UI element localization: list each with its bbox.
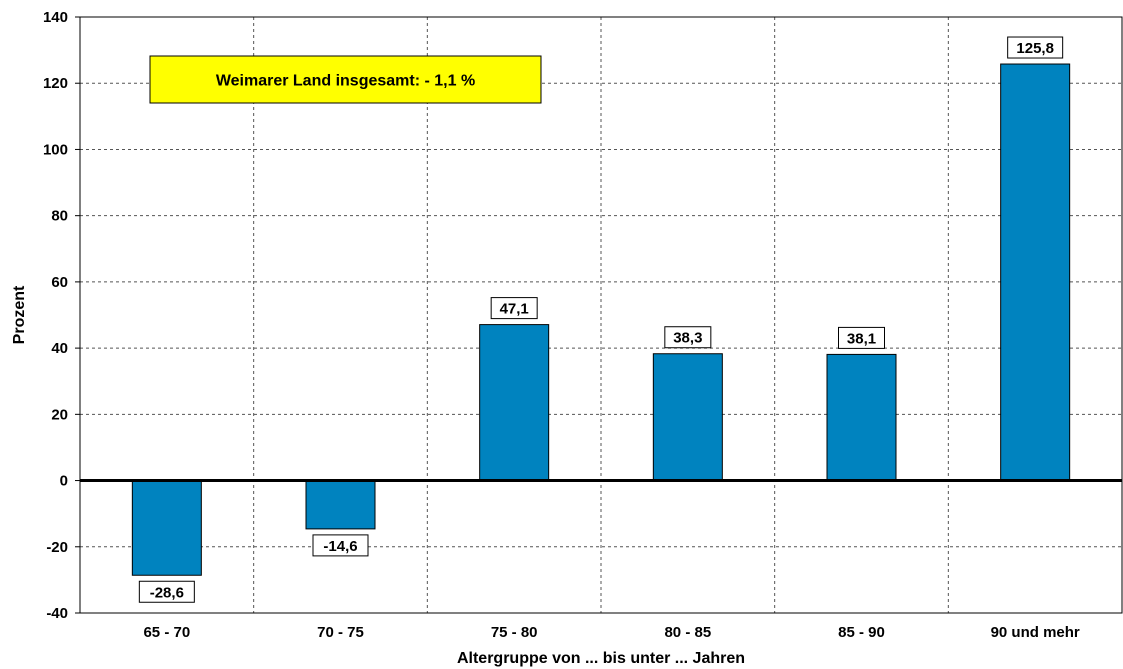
annotation-background bbox=[149, 55, 542, 104]
y-tick-label: 20 bbox=[51, 406, 68, 423]
y-tick-label: -40 bbox=[46, 605, 68, 622]
data-label: 38,1 bbox=[847, 330, 876, 347]
x-tick-label: 80 - 85 bbox=[664, 624, 711, 641]
bar bbox=[826, 353, 897, 482]
data-label-box bbox=[138, 580, 195, 603]
data-label-box bbox=[490, 297, 538, 320]
x-tick-label: 75 - 80 bbox=[491, 624, 538, 641]
data-labels: -28,6 -14,6 47,1 38,3 38,1 125,8 bbox=[138, 36, 1064, 603]
x-tick-label: 65 - 70 bbox=[143, 624, 190, 641]
data-label: 38,3 bbox=[673, 330, 702, 347]
y-axis-title: Prozent bbox=[11, 285, 28, 344]
data-label-box bbox=[1007, 36, 1064, 59]
y-axis-ticks: -40 -20 0 20 40 60 80 100 120 140 bbox=[43, 9, 80, 622]
data-label-box bbox=[838, 326, 885, 349]
bar bbox=[479, 324, 550, 482]
x-axis-title: Altergruppe von ... bis unter ... Jahren bbox=[457, 650, 745, 667]
x-axis-ticks: 65 - 70 70 - 75 75 - 80 80 - 85 85 - 90 90 un… bbox=[143, 624, 1079, 641]
bar bbox=[305, 480, 376, 530]
y-tick-label: 80 bbox=[51, 208, 68, 225]
data-label-box bbox=[312, 534, 369, 557]
annotation-box: Weimarer Land insgesamt: - 1,1 % bbox=[149, 55, 542, 104]
y-tick-label: 140 bbox=[43, 9, 68, 26]
x-tick-label: 90 und mehr bbox=[991, 624, 1080, 641]
plot-frame bbox=[79, 16, 1123, 614]
x-tick-label: 70 - 75 bbox=[317, 624, 364, 641]
y-tick-label: 40 bbox=[51, 340, 68, 357]
y-tick-label: 0 bbox=[60, 473, 68, 490]
data-label-box bbox=[664, 326, 712, 349]
data-label: -14,6 bbox=[323, 538, 357, 555]
bar bbox=[1000, 63, 1071, 482]
bar bbox=[131, 480, 202, 576]
y-tick-label: 120 bbox=[43, 75, 68, 92]
annotation-text: Weimarer Land insgesamt: - 1,1 % bbox=[216, 73, 475, 90]
y-tick-label: 100 bbox=[43, 141, 68, 158]
bar bbox=[652, 353, 723, 482]
data-label: -28,6 bbox=[150, 584, 184, 601]
x-tick-label: 85 - 90 bbox=[838, 624, 885, 641]
grid-lines bbox=[80, 17, 1122, 613]
data-label: 47,1 bbox=[500, 301, 529, 318]
y-tick-label: -20 bbox=[46, 539, 68, 556]
y-tick-label: 60 bbox=[51, 274, 68, 291]
data-label: 125,8 bbox=[1016, 40, 1054, 57]
